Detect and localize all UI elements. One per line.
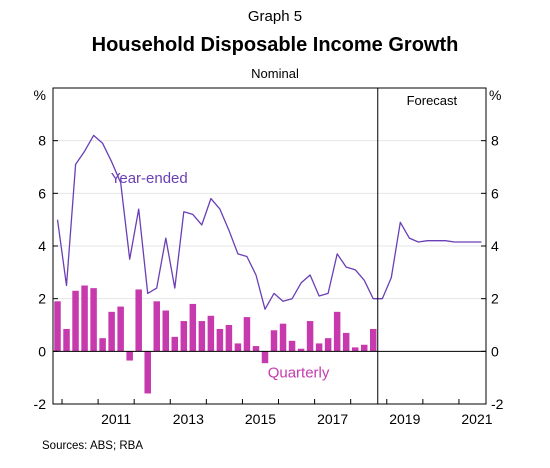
y-tick-label-left: -2 <box>34 396 47 412</box>
quarterly-bar <box>108 311 115 352</box>
forecast-label: Forecast <box>407 93 458 108</box>
quarterly-bar <box>234 343 242 352</box>
quarterly-bar <box>270 330 278 352</box>
quarterly-bar <box>288 340 296 352</box>
y-tick-label-left: 4 <box>38 238 46 254</box>
labels-layer: -2 -2 0 0 2 2 4 4 6 6 8 8% % 2011 2013 2015 2017 2019 2021… <box>34 87 504 427</box>
quarterly-bar <box>315 343 323 352</box>
series-label-year-ended: Year-ended <box>111 170 188 187</box>
year-ended-line-layer <box>56 134 482 310</box>
y-tick-label-left: 8 <box>38 133 46 149</box>
y-tick-label-left: 0 <box>38 343 46 359</box>
quarterly-bar <box>117 306 124 352</box>
quarterly-bar <box>243 317 251 352</box>
quarterly-bar <box>144 351 151 394</box>
quarterly-bar <box>360 344 368 352</box>
quarterly-bar <box>72 290 79 352</box>
x-tick-label: 2017 <box>317 411 348 427</box>
sources-note: Sources: ABS; RBA <box>42 440 143 452</box>
quarterly-bar <box>126 351 133 361</box>
x-tick-label: 2015 <box>245 411 276 427</box>
graph-number: Graph 5 <box>247 8 303 25</box>
quarterly-bar <box>135 289 142 352</box>
quarterly-bar <box>324 338 332 352</box>
y-unit-left: % <box>34 87 46 103</box>
quarterly-bar <box>351 347 359 352</box>
x-tick-label: 2019 <box>389 411 420 427</box>
x-tick-label: 2021 <box>461 411 492 427</box>
quarterly-bar <box>261 351 269 364</box>
quarterly-bar <box>153 301 160 352</box>
x-tick-label: 2013 <box>173 411 204 427</box>
y-tick-label-left: 2 <box>38 291 46 307</box>
quarterly-bar <box>225 325 233 352</box>
year-ended-line <box>56 134 482 310</box>
quarterly-bar <box>369 328 377 352</box>
chart-subtitle: Nominal <box>251 66 299 81</box>
y-tick-label-right: 0 <box>491 343 499 359</box>
quarterly-bar <box>333 311 341 352</box>
quarterly-bar <box>252 346 260 352</box>
quarterly-bars <box>54 285 377 394</box>
quarterly-bar <box>90 288 97 352</box>
chart-title: Household Disposable Income Growth <box>91 34 459 56</box>
quarterly-bar <box>180 321 188 352</box>
quarterly-bar <box>306 321 314 352</box>
y-tick-label-right: 8 <box>491 133 499 149</box>
quarterly-bar <box>297 348 305 352</box>
quarterly-bar <box>99 338 106 352</box>
y-unit-right: % <box>489 87 501 103</box>
series-label-quarterly: Quarterly <box>268 365 330 382</box>
quarterly-bar <box>279 323 287 352</box>
quarterly-bar <box>162 310 170 352</box>
y-tick-label-right: 6 <box>491 185 499 201</box>
quarterly-bar <box>342 332 350 352</box>
quarterly-bar <box>54 301 61 352</box>
y-tick-label-right: -2 <box>491 396 504 412</box>
quarterly-bar <box>81 285 88 352</box>
quarterly-bar <box>63 328 70 352</box>
quarterly-bar <box>207 315 215 352</box>
quarterly-bar <box>216 328 224 352</box>
x-tick-label: 2011 <box>101 411 131 427</box>
y-tick-label-right: 2 <box>491 291 499 307</box>
quarterly-bar <box>171 336 179 352</box>
y-tick-label-left: 6 <box>38 185 46 201</box>
quarterly-bar <box>198 321 206 352</box>
y-tick-label-right: 4 <box>491 238 499 254</box>
axes-layer <box>52 87 487 405</box>
quarterly-bar <box>189 303 197 352</box>
